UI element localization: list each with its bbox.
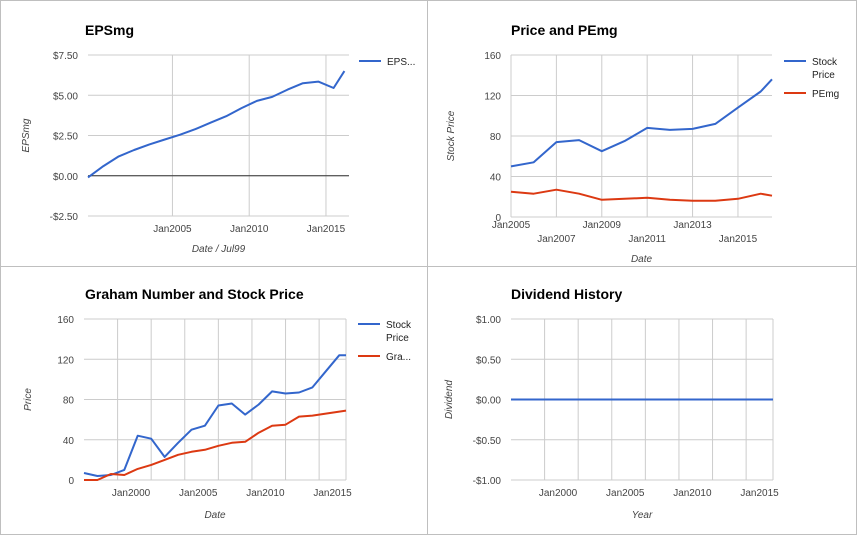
y-axis-label: Stock Price: [446, 110, 457, 161]
y-tick-label: $0.00: [53, 172, 78, 183]
x-axis-label: Date: [204, 510, 226, 521]
y-tick-label: -$1.00: [473, 476, 502, 487]
price-pe-chart-panel: Price and PEmg 0 40 80 120 160 Jan2005 Jan2007 J…: [427, 0, 857, 267]
y-tick-label: $0.50: [476, 355, 501, 366]
y-tick-label: 80: [490, 132, 502, 143]
y-tick-label: -$0.50: [473, 436, 502, 447]
y-tick-label: 80: [63, 396, 75, 407]
series-line-1: [84, 409, 347, 481]
x-tick-label: Jan2010: [673, 488, 712, 499]
x-tick-label: Jan2010: [246, 488, 285, 499]
x-tick-label: Jan2005: [153, 224, 192, 235]
graham-chart-panel: Graham Number and Stock Price 0 40 80 120 160…: [0, 266, 428, 535]
x-tick-label: Jan2010: [230, 224, 269, 235]
chart-title: Price and PEmg: [511, 22, 618, 38]
y-tick-label: 0: [495, 213, 501, 224]
dividend-chart: Dividend History -$1.00 -$0.50 $0.00 $0.50 $1…: [444, 286, 779, 521]
price-pe-chart: Price and PEmg 0 40 80 120 160 Jan2005 Jan2007 J…: [446, 22, 839, 265]
series-line-0: [83, 354, 346, 477]
y-tick-label: $5.00: [53, 91, 78, 102]
graham-chart: Graham Number and Stock Price 0 40 80 120 160…: [23, 286, 412, 521]
x-tick-label: Jan2009: [583, 220, 622, 231]
x-tick-label: Jan2015: [719, 234, 758, 245]
y-tick-label: 160: [484, 51, 501, 62]
y-tick-label: -$2.50: [50, 212, 79, 223]
eps-chart-panel: EPSmg -$2.50 $0.00 $2.50 $5.00 $7.50 Jan2005 Ja…: [0, 0, 428, 267]
eps-chart: EPSmg -$2.50 $0.00 $2.50 $5.00 $7.50 Jan2005 Ja…: [21, 22, 415, 255]
x-tick-label: Jan2013: [673, 220, 712, 231]
series-line-0: [510, 78, 773, 168]
x-tick-label: Jan2005: [179, 488, 218, 499]
y-tick-label: 160: [57, 315, 74, 326]
legend-label: Stock Price: [812, 57, 838, 81]
x-tick-label: Jan2000: [112, 488, 151, 499]
chart-title: Graham Number and Stock Price: [85, 286, 304, 302]
x-tick-label: Jan2015: [307, 224, 346, 235]
y-axis-label: Price: [23, 388, 34, 411]
y-tick-label: $7.50: [53, 51, 78, 62]
legend-label: PEmg: [812, 89, 839, 100]
legend-label: Gra...: [386, 352, 411, 363]
x-tick-label: Jan2005: [492, 220, 531, 231]
x-axis-label: Date / Jul99: [192, 244, 246, 255]
y-tick-label: 120: [484, 92, 501, 103]
y-tick-label: $0.00: [476, 396, 501, 407]
y-axis-label: Dividend: [444, 380, 455, 419]
x-tick-label: Jan2007: [537, 234, 576, 245]
x-axis-label: Date: [631, 254, 653, 265]
x-axis-label: Year: [632, 510, 653, 521]
chart-title: EPSmg: [85, 22, 134, 38]
y-tick-label: 120: [57, 355, 74, 366]
series-line-1: [510, 188, 773, 202]
y-tick-label: $2.50: [53, 132, 78, 143]
x-tick-label: Jan2005: [606, 488, 645, 499]
legend-label: EPS...: [387, 57, 415, 68]
x-tick-label: Jan2015: [740, 488, 779, 499]
y-axis-label: EPSmg: [21, 118, 32, 152]
x-tick-label: Jan2011: [628, 234, 666, 245]
y-tick-label: 0: [68, 476, 74, 487]
y-tick-label: 40: [63, 436, 75, 447]
dividend-chart-panel: Dividend History -$1.00 -$0.50 $0.00 $0.50 $1…: [427, 266, 857, 535]
x-tick-label: Jan2000: [539, 488, 578, 499]
legend-label: Stock Price: [386, 320, 412, 344]
y-tick-label: 40: [490, 173, 502, 184]
x-tick-label: Jan2015: [313, 488, 352, 499]
series-line-0: [87, 70, 346, 179]
y-tick-label: $1.00: [476, 315, 501, 326]
chart-title: Dividend History: [511, 286, 622, 302]
